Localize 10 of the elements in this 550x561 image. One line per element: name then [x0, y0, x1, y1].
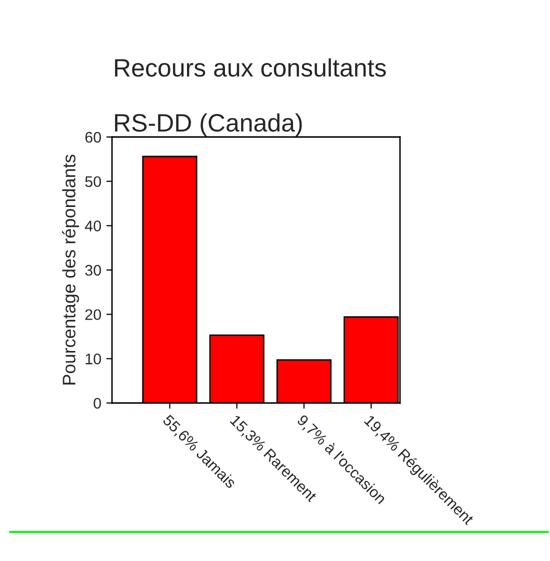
chart-subtitle: RS-DD (Canada) — [115, 113, 302, 137]
y-axis-title: Pourcentage des répondants — [62, 154, 80, 384]
y-tick-label: 50 — [85, 176, 101, 188]
y-tick-label: 10 — [86, 354, 101, 364]
chart-title: Recours aux consultants — [115, 58, 386, 77]
y-tick-label: 40 — [84, 220, 101, 232]
y-tick-label: 0 — [94, 398, 101, 409]
y-tick-label: 60 — [85, 132, 101, 143]
y-tick-label: 20 — [85, 309, 101, 320]
y-tick-label: 30 — [85, 264, 101, 276]
